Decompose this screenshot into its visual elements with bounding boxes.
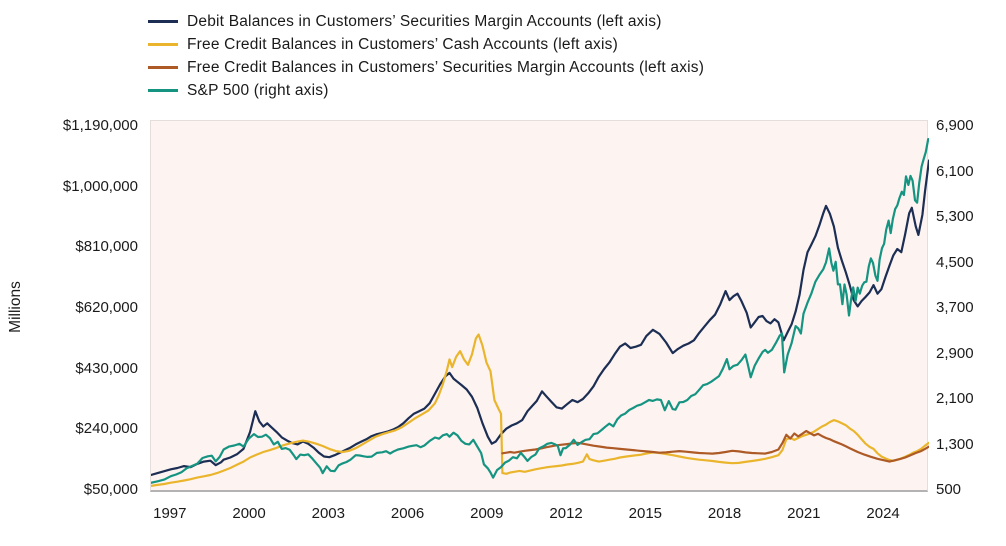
- legend-item-sp500: S&P 500 (right axis): [148, 79, 704, 102]
- legend-item-credit-cash: Free Credit Balances in Customers’ Cash …: [148, 33, 704, 56]
- right-axis-tick: 6,100: [936, 162, 974, 180]
- legend-item-credit-margin: Free Credit Balances in Customers’ Secur…: [148, 56, 704, 79]
- right-axis-tick: 5,300: [936, 208, 974, 225]
- left-axis-tick: $1,190,000: [62, 117, 138, 134]
- left-axis-tick: $240,000: [75, 420, 138, 438]
- x-axis-tick: 2006: [390, 505, 425, 522]
- legend-label: Free Credit Balances in Customers’ Cash …: [187, 35, 618, 53]
- left-axis-tick: $810,000: [75, 238, 138, 256]
- legend-swatch-credit-margin: [148, 66, 178, 69]
- legend-swatch-debit-margin: [148, 20, 178, 23]
- x-axis-tick: 1997: [153, 505, 187, 522]
- right-axis-tick: 4,500: [936, 253, 974, 271]
- right-axis-tick: 3,700: [936, 299, 974, 316]
- legend-label: S&P 500 (right axis): [187, 81, 329, 99]
- left-axis-tick: $430,000: [75, 359, 138, 377]
- right-axis-tick: 6,900: [936, 117, 974, 134]
- legend-label: Free Credit Balances in Customers’ Secur…: [187, 58, 705, 76]
- x-axis-tick: 2018: [707, 505, 742, 522]
- x-axis-tick: 2021: [787, 505, 821, 522]
- x-axis-tick: 2024: [866, 505, 900, 522]
- x-axis-tick: 2012: [549, 505, 583, 522]
- x-axis-tick: 2015: [628, 505, 663, 522]
- series-line-sp500: [151, 138, 929, 484]
- legend-label: Debit Balances in Customers’ Securities …: [187, 12, 662, 30]
- plot-area: [150, 120, 929, 492]
- chart-lines: [151, 138, 929, 487]
- series-line-debit-margin: [151, 159, 929, 477]
- left-axis-tick: $1,000,000: [62, 177, 138, 195]
- legend-item-debit-margin: Debit Balances in Customers’ Securities …: [148, 10, 704, 33]
- series-line-credit-margin: [501, 429, 929, 463]
- right-axis-tick: 500: [936, 481, 962, 498]
- left-axis-tick: $50,000: [83, 481, 138, 498]
- x-axis-tick: 2000: [232, 505, 266, 522]
- legend-swatch-sp500: [148, 89, 178, 92]
- series-line-credit-cash: [151, 333, 929, 487]
- right-axis-tick: 2,100: [936, 390, 974, 407]
- legend: Debit Balances in Customers’ Securities …: [148, 10, 704, 102]
- x-axis-tick: 2003: [311, 505, 345, 522]
- x-axis-tick: 2009: [470, 505, 504, 522]
- right-axis-tick: 1,300: [936, 435, 974, 453]
- right-axis-tick: 2,900: [936, 344, 974, 362]
- legend-swatch-credit-cash: [148, 43, 178, 46]
- left-axis-tick: $620,000: [75, 299, 138, 316]
